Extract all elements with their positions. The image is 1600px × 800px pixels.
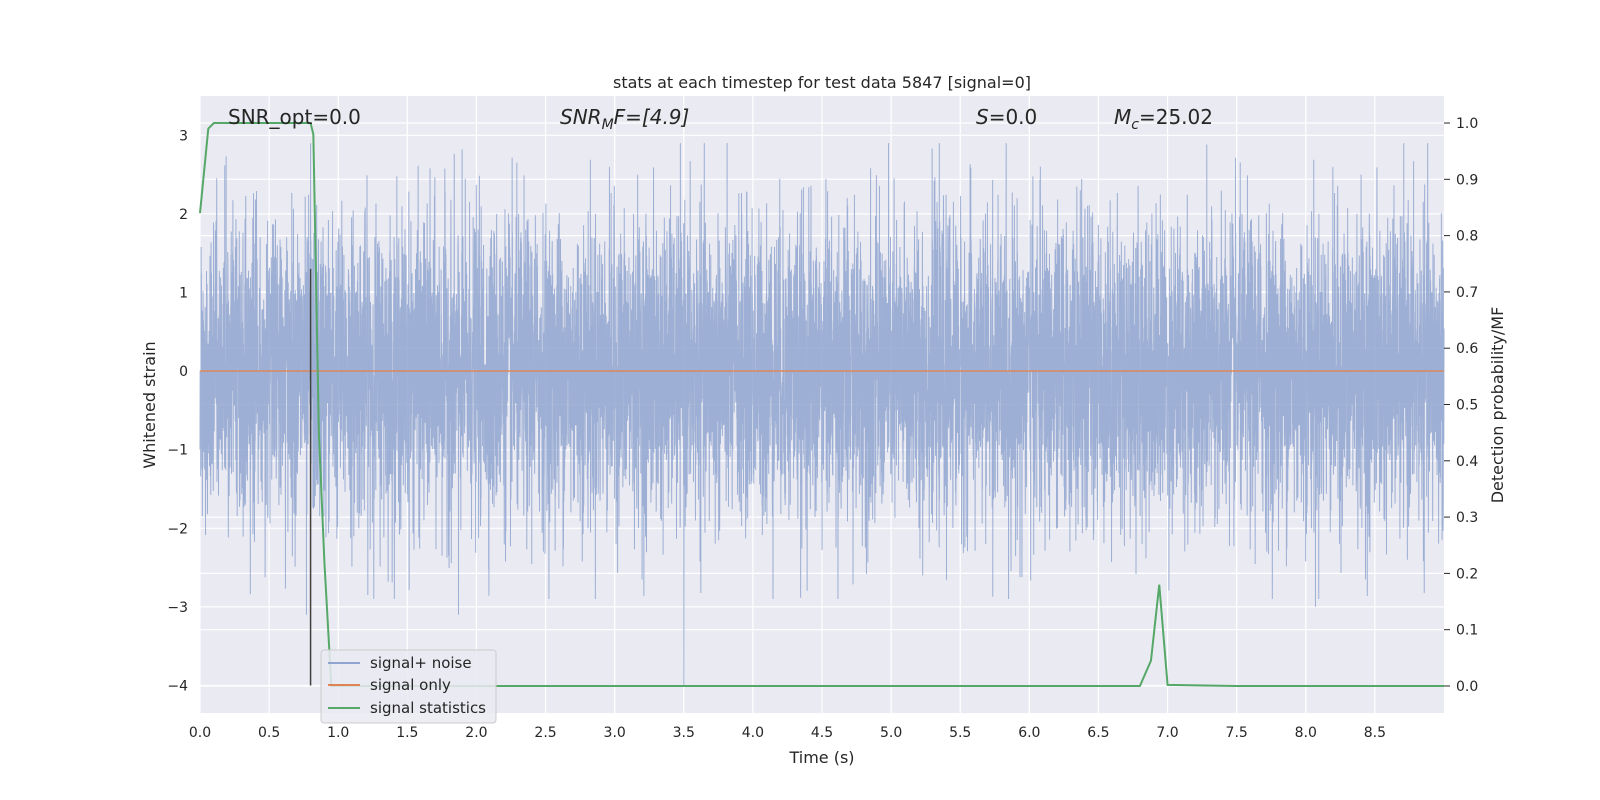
mc-sym: M (1114, 105, 1131, 129)
legend-label-signal-statistics: signal statistics (370, 699, 486, 717)
x-tick-label: 7.5 (1226, 725, 1248, 741)
series-line-signal-noise (199, 143, 1445, 686)
y-right-tick-label: 0.6 (1456, 341, 1478, 357)
y-tick-label: 1 (179, 285, 188, 301)
x-tick-label: 4.5 (811, 725, 833, 741)
x-tick-labels: 0.0 0.5 1.0 1.5 2.0 2.5 3.0 3.5 4.0 4.5 5.0 5.5 6.0 6… (189, 725, 1386, 741)
s-rest: =0.0 (989, 105, 1038, 129)
x-tick-label: 3.0 (604, 725, 626, 741)
y-right-tick-labels: 0.0 0.1 0.2 0.3 0.4 0.5 0.6 0.7 0.8 0.9 1.0 (1444, 116, 1478, 695)
x-tick-label: 0.0 (189, 725, 211, 741)
x-tick-label: 1.5 (396, 725, 418, 741)
y-tick-label: −4 (167, 678, 188, 694)
mc-sub: c (1131, 117, 1139, 133)
snr-mf-main: SNR (560, 105, 602, 129)
s-sym: S (976, 105, 989, 129)
series-signal-only (200, 268, 1444, 686)
annotation-snr-opt: SNR_opt=0.0 (228, 105, 361, 129)
y-right-tick-label: 1.0 (1456, 116, 1478, 132)
x-tick-label: 4.0 (742, 725, 764, 741)
y-right-tick-label: 0.5 (1456, 398, 1478, 414)
y-right-tick-label: 0.0 (1456, 679, 1478, 695)
y-tick-label: 2 (179, 207, 188, 223)
x-tick-label: 1.0 (327, 725, 349, 741)
x-tick-label: 5.0 (880, 725, 902, 741)
y-right-tick-label: 0.7 (1456, 285, 1478, 301)
x-tick-label: 8.5 (1364, 725, 1386, 741)
y-right-tick-label: 0.8 (1456, 229, 1478, 245)
x-tick-label: 3.5 (673, 725, 695, 741)
x-tick-label: 7.0 (1156, 725, 1178, 741)
y-right-tick-label: 0.4 (1456, 454, 1478, 470)
x-tick-label: 8.0 (1295, 725, 1317, 741)
snr-mf-sub: M (602, 117, 614, 133)
legend-label-signal-noise: signal+ noise (370, 654, 472, 672)
y-tick-label: 3 (179, 128, 188, 144)
y-right-tick-label: 0.9 (1456, 172, 1478, 188)
y-tick-label: −1 (167, 443, 188, 459)
snr-mf-rest: F=[4.9] (614, 105, 690, 129)
x-tick-label: 2.0 (465, 725, 487, 741)
x-axis-label: Time (s) (788, 748, 854, 767)
y-tick-label: 0 (179, 364, 188, 380)
legend: signal+ noise signal only signal statist… (320, 649, 497, 724)
legend-label-signal-only: signal only (370, 676, 451, 694)
annotation-snr-mf: SNRMF=[4.9] (560, 105, 689, 133)
y-right-tick-label: 0.2 (1456, 566, 1478, 582)
y-axis-label: Whitened strain (140, 341, 159, 468)
x-tick-label: 5.5 (949, 725, 971, 741)
mc-rest: =25.02 (1139, 105, 1213, 129)
legend-box (320, 649, 497, 724)
y-tick-label: −2 (167, 521, 188, 537)
y-right-tick-label: 0.3 (1456, 510, 1478, 526)
series-signal-noise (199, 143, 1445, 686)
y-right-axis-label: Detection probability/MF (1488, 307, 1507, 504)
x-tick-label: 6.5 (1087, 725, 1109, 741)
chart-title: stats at each timestep for test data 584… (613, 73, 1031, 92)
annotation-s: S=0.0 (976, 105, 1037, 129)
y-right-tick-label: 0.1 (1456, 623, 1478, 639)
y-tick-label: −3 (167, 600, 188, 616)
x-tick-label: 2.5 (534, 725, 556, 741)
annotation-mc: Mc=25.02 (1114, 105, 1213, 133)
x-tick-label: 6.0 (1018, 725, 1040, 741)
y-tick-labels: −4 −3 −2 −1 0 1 2 3 (167, 128, 188, 694)
x-tick-label: 0.5 (258, 725, 280, 741)
